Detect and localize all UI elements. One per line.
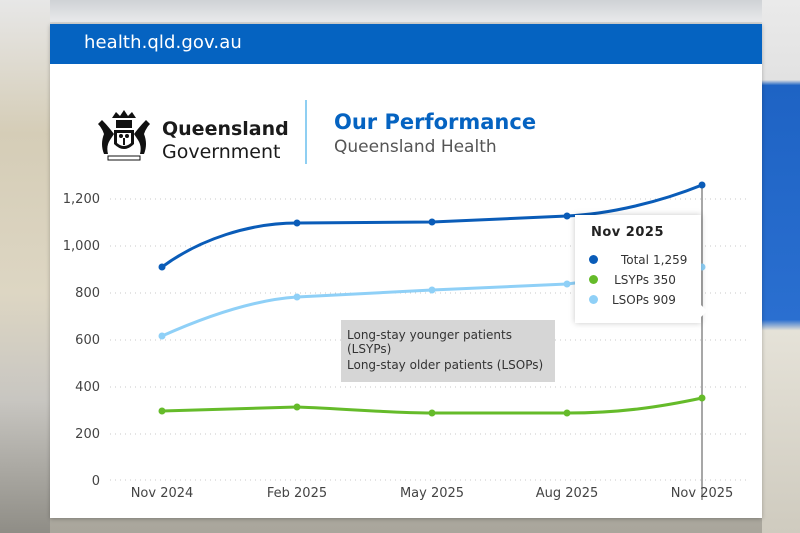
site-banner: health.qld.gov.au (50, 24, 762, 64)
tooltip-label: Total (620, 253, 649, 267)
y-tick-0: 0 (91, 474, 100, 489)
x-tick-may-2025: May 2025 (399, 486, 465, 501)
y-tick-400: 400 (75, 380, 100, 395)
lsops-dot-icon (589, 295, 598, 304)
tooltip-label: LSOPs (611, 293, 649, 307)
tooltip-label: LSYPs (614, 273, 649, 287)
background-ceiling (0, 0, 800, 22)
total-dot-icon (589, 255, 598, 264)
tooltip-pointer (701, 305, 707, 317)
tooltip-value: 909 (653, 293, 676, 307)
page-subtitle: Queensland Health (334, 137, 497, 157)
logo-text-government: Government (162, 141, 281, 163)
x-tick-feb-2025: Feb 2025 (266, 486, 328, 501)
legend-item-lsops[interactable]: Long-stay older patients (LSOPs) (347, 358, 544, 372)
y-tick-1000: 1,000 (62, 239, 100, 254)
background-curtain-right (762, 0, 800, 533)
x-tick-nov-2025: Nov 2025 (670, 486, 734, 501)
tooltip-title: Nov 2025 (591, 225, 664, 240)
series-line-total (161, 183, 703, 269)
series-line-lsops (161, 265, 703, 338)
queensland-coat-of-arms-icon (98, 110, 150, 161)
y-tick-600: 600 (75, 333, 100, 348)
legend-item-lsyps[interactable]: Long-stay younger patients (LSYPs) (347, 328, 512, 356)
x-tick-aug-2025: Aug 2025 (535, 486, 599, 501)
header-divider (305, 100, 307, 164)
y-tick-1200: 1,200 (62, 192, 100, 207)
tooltip-row-lsyps: LSYPs 350 (585, 272, 695, 288)
data-tooltip: Nov 2025 Total 1,259 LSYPs 350 LSOPs 909 (575, 215, 707, 323)
series-points-total (158, 181, 706, 271)
lsyps-dot-icon (589, 275, 598, 284)
page-title: Our Performance (334, 110, 537, 134)
logo-text-queensland: Queensland (162, 118, 289, 140)
y-tick-800: 800 (75, 286, 100, 301)
y-tick-200: 200 (75, 427, 100, 442)
background-hospital-room-left (0, 0, 50, 533)
tooltip-row-lsops: LSOPs 909 (585, 292, 695, 308)
line-chart (110, 181, 750, 500)
performance-card: health.qld.gov.au Queensland Government … (50, 24, 762, 518)
tooltip-value: 350 (653, 273, 676, 287)
series-legend: Long-stay younger patients (LSYPs) Long-… (341, 320, 555, 382)
x-tick-nov-2024: Nov 2024 (130, 486, 194, 501)
site-url: health.qld.gov.au (84, 32, 242, 53)
series-points-lsyps (158, 394, 706, 417)
tooltip-value: 1,259 (653, 253, 688, 267)
tooltip-row-total: Total 1,259 (585, 252, 695, 268)
